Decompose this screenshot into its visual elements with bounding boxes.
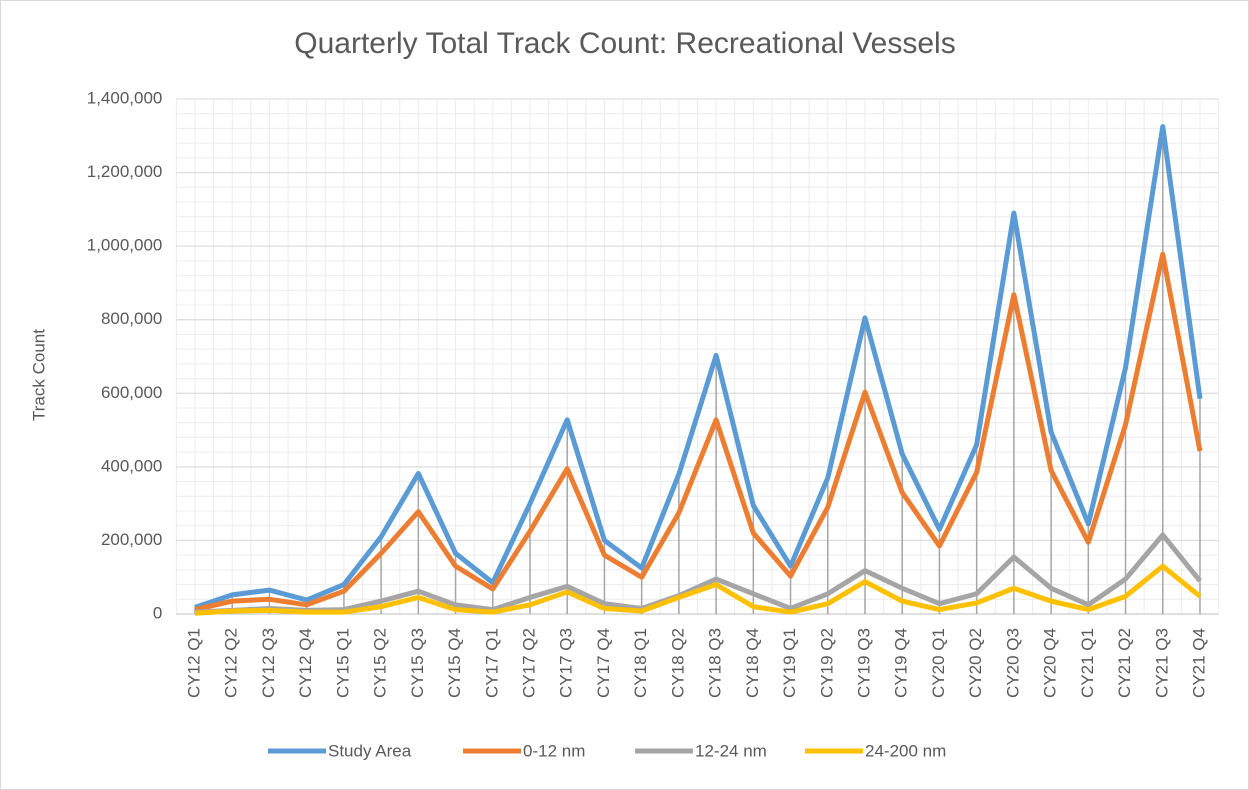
legend-label: 12-24 nm (695, 741, 767, 760)
x-tick-label: CY18 Q2 (668, 628, 687, 698)
x-tick-label: CY12 Q4 (296, 628, 315, 698)
x-tick-label: CY21 Q4 (1189, 628, 1208, 698)
x-tick-label: CY20 Q1 (929, 628, 948, 698)
x-tick-label: CY17 Q3 (557, 628, 576, 698)
x-tick-label: CY19 Q4 (892, 628, 911, 698)
y-tick-label: 600,000 (101, 383, 162, 402)
x-tick-label: CY15 Q4 (445, 628, 464, 698)
x-tick-label: CY17 Q2 (519, 628, 538, 698)
y-axis-label: Track Count (29, 329, 48, 421)
y-tick-label: 0 (153, 603, 162, 622)
x-tick-label: CY20 Q2 (966, 628, 985, 698)
legend-label: Study Area (328, 741, 412, 760)
x-tick-label: CY18 Q4 (743, 628, 762, 698)
x-tick-label: CY20 Q4 (1041, 628, 1060, 698)
series-line (194, 251, 1203, 613)
x-tick-label: CY19 Q1 (780, 628, 799, 698)
y-tick-label: 400,000 (101, 456, 162, 475)
x-tick-label: CY18 Q1 (631, 628, 650, 698)
x-tick-label: CY12 Q1 (184, 628, 203, 698)
x-tick-label: CY12 Q3 (259, 628, 278, 698)
x-tick-label: CY15 Q1 (333, 628, 352, 698)
legend-label: 0-12 nm (523, 741, 585, 760)
series-line (194, 124, 1203, 610)
series-line (194, 563, 1202, 616)
x-tick-label: CY17 Q4 (594, 628, 613, 698)
series-line (194, 532, 1202, 615)
y-tick-label: 1,200,000 (87, 162, 163, 181)
x-tick-label: CY21 Q2 (1115, 628, 1134, 698)
legend-label: 24-200 nm (865, 741, 946, 760)
x-tick-label: CY19 Q3 (854, 628, 873, 698)
chart-title: Quarterly Total Track Count: Recreationa… (294, 27, 955, 60)
y-tick-label: 1,000,000 (87, 236, 163, 255)
x-tick-label: CY19 Q2 (817, 628, 836, 698)
x-tick-label: CY12 Q2 (222, 628, 241, 698)
x-tick-label: CY21 Q1 (1078, 628, 1097, 698)
y-tick-label: 200,000 (101, 530, 162, 549)
x-tick-label: CY20 Q3 (1003, 628, 1022, 698)
y-tick-label: 800,000 (101, 309, 162, 328)
x-tick-label: CY18 Q3 (706, 628, 725, 698)
x-tick-label: CY17 Q1 (482, 628, 501, 698)
x-tick-label: CY21 Q3 (1152, 628, 1171, 698)
x-tick-label: CY15 Q2 (371, 628, 390, 698)
y-tick-label: 1,400,000 (87, 88, 163, 107)
x-tick-label: CY15 Q3 (408, 628, 427, 698)
